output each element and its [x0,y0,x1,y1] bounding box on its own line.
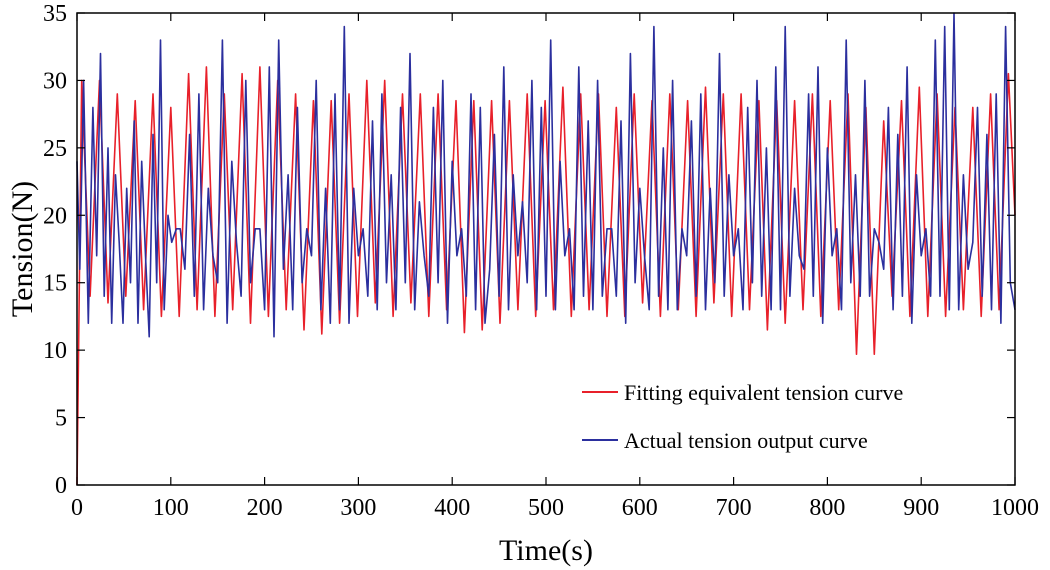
x-tick-label: 200 [247,495,283,521]
y-tick-label: 20 [43,203,67,229]
x-tick-label: 500 [528,495,564,521]
y-tick-label: 15 [43,271,67,297]
legend-label-fitting: Fitting equivalent tension curve [624,380,903,405]
x-tick-label: 600 [622,495,658,521]
legend: Fitting equivalent tension curve Actual … [582,380,903,453]
x-tick-label: 1000 [991,495,1039,521]
y-tick-label: 5 [55,406,67,432]
x-tick-label: 400 [434,495,470,521]
x-axis-title: Time(s) [499,534,593,567]
y-axis-title: Tension(N) [6,181,39,317]
x-tick-label: 300 [340,495,376,521]
y-tick-label: 0 [55,473,67,499]
y-tick-label: 25 [43,136,67,162]
y-tick-label: 30 [43,68,67,94]
x-tick-label: 0 [71,495,83,521]
series-line-actual [76,12,1016,338]
x-tick-label: 800 [809,495,845,521]
y-tick-label: 35 [43,1,67,27]
x-tick-label: 700 [716,495,752,521]
legend-label-actual: Actual tension output curve [624,428,868,453]
y-tick-label: 10 [43,338,67,364]
x-tick-label: 900 [903,495,939,521]
series-layer [76,12,1016,486]
x-tick-label: 100 [153,495,189,521]
tick-layer: 0 100 200 300 400 500 600 700 800 900 1000 0 5 10 15 20… [43,1,1039,521]
